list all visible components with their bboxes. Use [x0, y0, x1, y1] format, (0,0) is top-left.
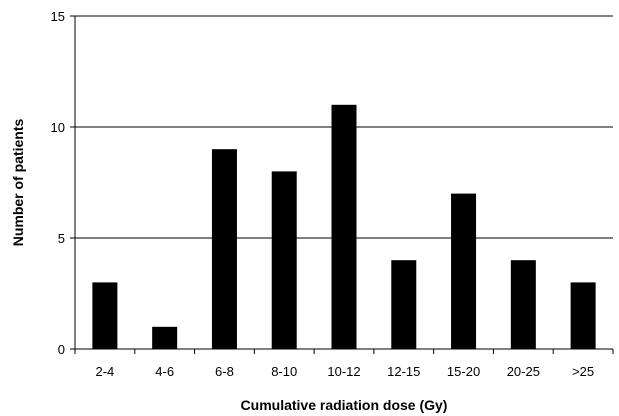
y-tick-label: 15 — [51, 9, 65, 24]
bar — [331, 104, 357, 349]
x-axis-title: Cumulative radiation dose (Gy) — [241, 397, 448, 413]
x-ticks: 2-4 4-6 6-8 8-10 10-12 12-15 15-20 20-25 >25 — [74, 349, 614, 379]
bar — [152, 326, 178, 349]
y-ticks: 0 5 10 15 — [51, 9, 75, 357]
y-tick-label: 0 — [58, 342, 65, 357]
bar — [451, 193, 477, 349]
bar — [271, 171, 297, 349]
x-tick-label: 10-12 — [327, 364, 360, 379]
x-tick-label: 8-10 — [271, 364, 297, 379]
bar — [510, 260, 536, 349]
bar — [92, 282, 118, 349]
axes — [74, 16, 613, 350]
y-tick-label: 5 — [58, 231, 65, 246]
y-axis-title: Number of patients — [10, 119, 26, 247]
x-tick-label: >25 — [572, 364, 594, 379]
bars — [92, 104, 596, 349]
x-tick-label: 12-15 — [387, 364, 420, 379]
y-tick-label: 10 — [51, 120, 65, 135]
x-tick-label: 2-4 — [95, 364, 114, 379]
x-tick-label: 15-20 — [447, 364, 480, 379]
x-tick-label: 20-25 — [507, 364, 540, 379]
x-tick-label: 4-6 — [155, 364, 174, 379]
bar — [211, 149, 237, 349]
bar — [391, 260, 417, 349]
bar — [570, 282, 596, 349]
x-tick-label: 6-8 — [215, 364, 234, 379]
